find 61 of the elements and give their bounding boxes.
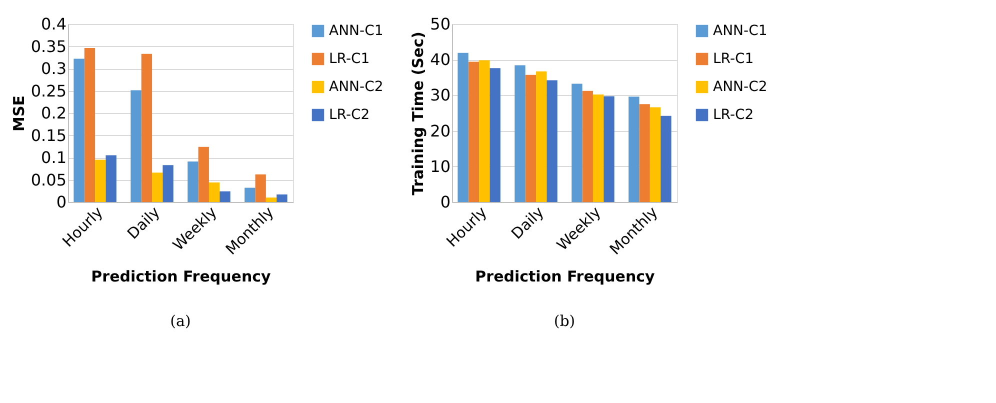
y-tick-label: 0.15 — [30, 126, 66, 145]
y-tick-label: 0.25 — [30, 81, 66, 100]
bar — [639, 104, 650, 202]
bar — [479, 60, 490, 202]
bar — [468, 62, 480, 202]
bar — [188, 162, 198, 202]
legend-label: LR-C1 — [329, 51, 370, 67]
bar — [572, 84, 582, 202]
bar — [255, 174, 266, 202]
legend-label: ANN-C1 — [329, 23, 384, 39]
bar — [208, 182, 220, 202]
bar — [592, 94, 604, 202]
y-tick-label: 20 — [430, 121, 450, 140]
bar — [514, 65, 526, 202]
y-tick-label: 0.2 — [41, 104, 66, 122]
y-axis-title: MSE — [10, 96, 28, 132]
y-tick-label: 0.1 — [41, 148, 66, 167]
y-tick-label: 40 — [430, 50, 450, 70]
bar — [198, 146, 209, 202]
legend-label: ANN-C2 — [713, 79, 768, 95]
y-tick-label: 0.3 — [41, 59, 66, 78]
legend-label: ANN-C2 — [329, 79, 384, 95]
y-tick-label: 50 — [430, 14, 450, 34]
bar — [582, 90, 593, 202]
bar — [276, 194, 288, 202]
bar — [546, 80, 558, 202]
legend-label: ANN-C1 — [713, 23, 768, 39]
y-tick-label: 0 — [56, 192, 66, 212]
bar — [141, 54, 152, 202]
y-tick-label: 0.4 — [41, 14, 66, 34]
y-tick-label: 0.05 — [30, 170, 66, 190]
bar — [490, 68, 500, 202]
bar — [525, 74, 536, 202]
bar — [74, 58, 84, 202]
bar — [660, 116, 672, 202]
bar — [162, 165, 174, 202]
bar — [84, 48, 96, 202]
text: (a) — [170, 312, 191, 330]
y-tick-label: 10 — [430, 156, 450, 176]
bar — [95, 160, 106, 202]
bar — [244, 188, 256, 202]
x-axis-title: Prediction Frequency — [91, 268, 272, 286]
y-tick-label: 0 — [440, 192, 450, 212]
legend-label: LR-C1 — [713, 51, 754, 67]
bar — [536, 71, 547, 202]
bar — [220, 191, 230, 202]
legend-label: LR-C2 — [329, 107, 370, 123]
bar — [458, 52, 468, 202]
bar — [628, 96, 640, 202]
bar — [152, 172, 163, 202]
y-tick-label: 0.35 — [30, 36, 66, 56]
text: (b) — [554, 312, 576, 330]
legend-label: LR-C2 — [713, 107, 754, 123]
bar — [130, 90, 142, 202]
x-axis-title: Prediction Frequency — [475, 268, 656, 286]
bar — [106, 155, 116, 202]
bar — [266, 198, 277, 202]
y-axis-title: Training Time (Sec) — [409, 32, 428, 196]
bar — [650, 107, 661, 202]
y-tick-label: 30 — [430, 86, 450, 105]
bar — [604, 96, 614, 202]
